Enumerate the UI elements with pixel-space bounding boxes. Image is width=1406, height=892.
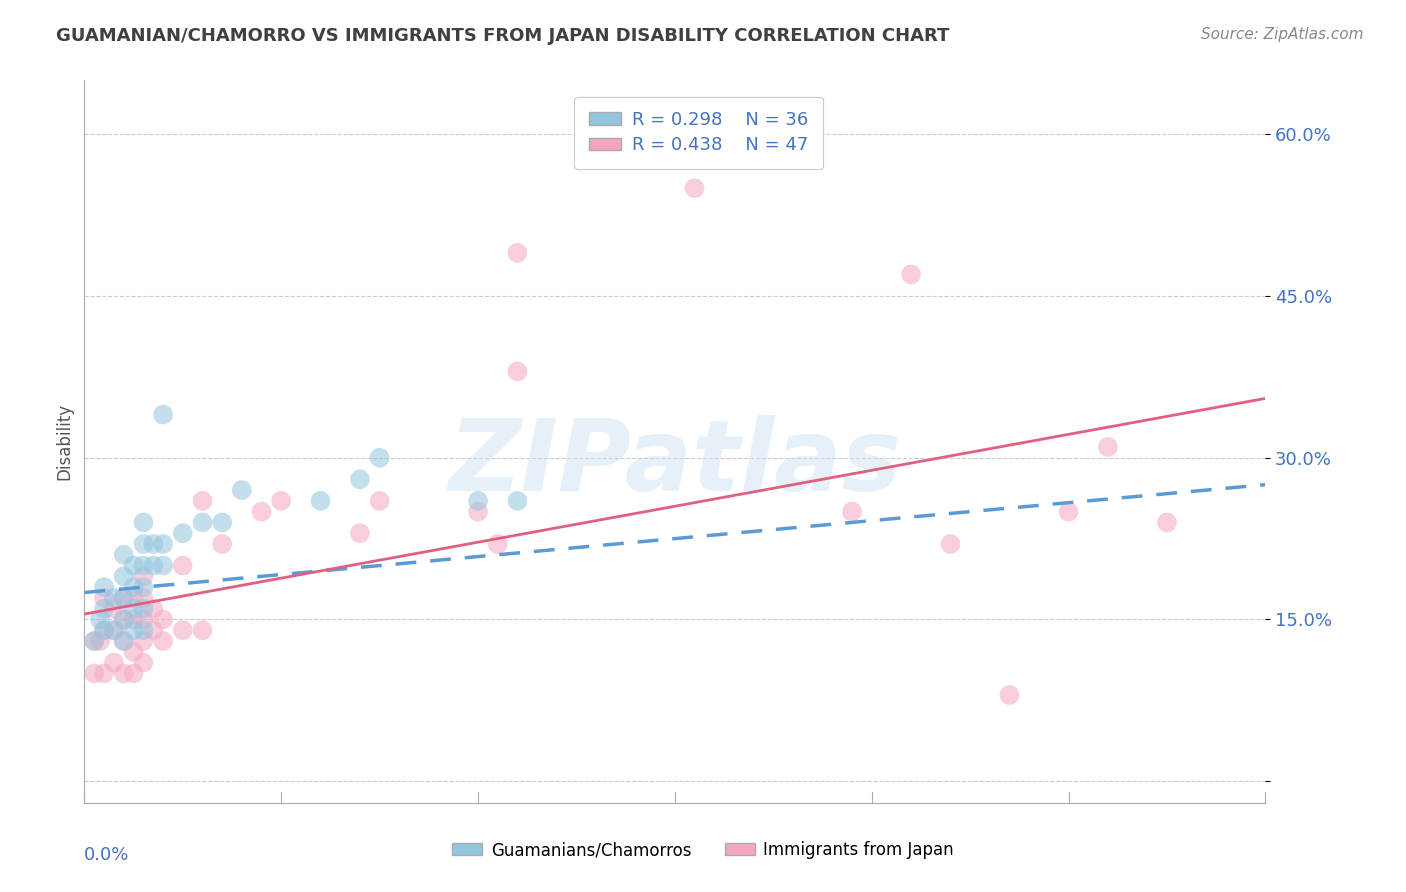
Point xyxy=(211,516,233,530)
Point xyxy=(122,601,145,615)
Point xyxy=(132,656,155,670)
Point xyxy=(142,537,165,551)
Point xyxy=(1156,516,1178,530)
Point xyxy=(112,634,135,648)
Point xyxy=(112,612,135,626)
Point xyxy=(998,688,1021,702)
Point xyxy=(142,558,165,573)
Text: GUAMANIAN/CHAMORRO VS IMMIGRANTS FROM JAPAN DISABILITY CORRELATION CHART: GUAMANIAN/CHAMORRO VS IMMIGRANTS FROM JA… xyxy=(56,27,949,45)
Y-axis label: Disability: Disability xyxy=(55,403,73,480)
Text: 0.0%: 0.0% xyxy=(84,847,129,864)
Point xyxy=(83,634,105,648)
Point xyxy=(191,516,214,530)
Point xyxy=(349,526,371,541)
Point xyxy=(211,537,233,551)
Point xyxy=(93,601,115,615)
Point xyxy=(231,483,253,497)
Point xyxy=(122,645,145,659)
Point xyxy=(132,537,155,551)
Legend: R = 0.298    N = 36, R = 0.438    N = 47: R = 0.298 N = 36, R = 0.438 N = 47 xyxy=(574,96,823,169)
Point xyxy=(191,493,214,508)
Point xyxy=(1057,505,1080,519)
Point xyxy=(93,591,115,605)
Point xyxy=(93,624,115,638)
Point xyxy=(939,537,962,551)
Point xyxy=(132,624,155,638)
Point xyxy=(112,591,135,605)
Point xyxy=(112,591,135,605)
Point xyxy=(93,580,115,594)
Point xyxy=(122,612,145,626)
Point xyxy=(172,558,194,573)
Point xyxy=(368,493,391,508)
Point xyxy=(93,666,115,681)
Point xyxy=(83,634,105,648)
Point xyxy=(172,526,194,541)
Text: ZIPatlas: ZIPatlas xyxy=(449,415,901,512)
Point xyxy=(122,558,145,573)
Point xyxy=(152,408,174,422)
Point xyxy=(112,569,135,583)
Point xyxy=(506,245,529,260)
Point xyxy=(152,612,174,626)
Point xyxy=(93,624,115,638)
Point xyxy=(132,516,155,530)
Point xyxy=(103,656,125,670)
Point xyxy=(900,268,922,282)
Point xyxy=(506,493,529,508)
Point xyxy=(142,601,165,615)
Point xyxy=(152,558,174,573)
Legend: Guamanians/Chamorros, Immigrants from Japan: Guamanians/Chamorros, Immigrants from Ja… xyxy=(446,835,960,866)
Point xyxy=(467,505,489,519)
Point xyxy=(89,612,111,626)
Point xyxy=(683,181,706,195)
Point xyxy=(122,591,145,605)
Point xyxy=(172,624,194,638)
Point xyxy=(191,624,214,638)
Point xyxy=(132,591,155,605)
Point xyxy=(112,612,135,626)
Point xyxy=(132,634,155,648)
Point xyxy=(152,537,174,551)
Point xyxy=(83,666,105,681)
Point xyxy=(103,601,125,615)
Point xyxy=(1097,440,1119,454)
Point xyxy=(103,624,125,638)
Point xyxy=(250,505,273,519)
Point xyxy=(349,472,371,486)
Point xyxy=(270,493,292,508)
Point xyxy=(486,537,509,551)
Point xyxy=(132,569,155,583)
Point xyxy=(89,634,111,648)
Point xyxy=(112,548,135,562)
Point xyxy=(103,591,125,605)
Point xyxy=(122,624,145,638)
Point xyxy=(368,450,391,465)
Point xyxy=(152,634,174,648)
Text: Source: ZipAtlas.com: Source: ZipAtlas.com xyxy=(1201,27,1364,42)
Point xyxy=(112,666,135,681)
Point xyxy=(103,624,125,638)
Point xyxy=(132,612,155,626)
Point xyxy=(122,666,145,681)
Point xyxy=(132,580,155,594)
Point xyxy=(841,505,863,519)
Point xyxy=(506,364,529,378)
Point xyxy=(122,580,145,594)
Point xyxy=(132,601,155,615)
Point xyxy=(309,493,332,508)
Point xyxy=(132,558,155,573)
Point xyxy=(467,493,489,508)
Point xyxy=(112,634,135,648)
Point xyxy=(142,624,165,638)
